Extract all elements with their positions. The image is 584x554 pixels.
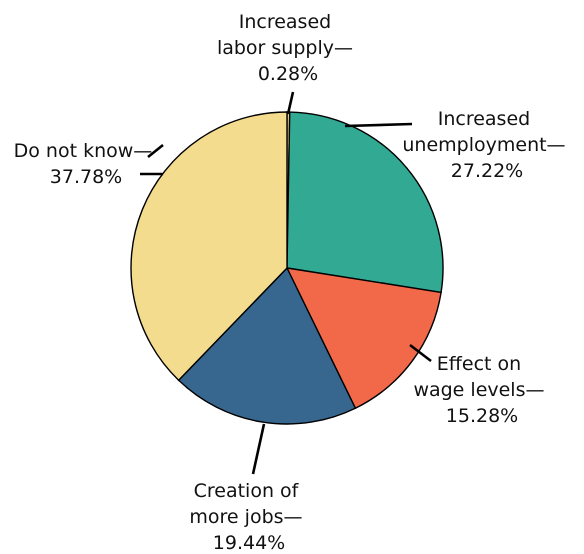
- pie-slice-increased-unemployment: [286, 111, 444, 294]
- label-effect-on-wage-levels-line1: Effect on: [437, 353, 521, 375]
- label-increased-unemployment: Increased unemployment— 27.22%: [402, 108, 571, 182]
- pie-slice-do-not-know: [130, 111, 288, 382]
- label-do-not-know-value: 37.78%: [50, 166, 122, 188]
- label-effect-on-wage-levels-line2: wage levels—: [413, 379, 544, 401]
- label-creation-of-more-jobs-line1: Creation of: [194, 480, 300, 502]
- label-increased-labor-supply-line2: labor supply—: [217, 37, 353, 59]
- leader-line-effect-on-wage-levels: [409, 343, 432, 363]
- leader-line-increased-unemployment: [344, 122, 413, 128]
- label-increased-unemployment-line2: unemployment—: [402, 134, 565, 156]
- leader-line-increased-labor-supply: [286, 91, 295, 115]
- label-creation-of-more-jobs-line2: more jobs—: [189, 506, 302, 528]
- leader-line-do-not-know: [147, 143, 164, 159]
- label-increased-labor-supply-value: 0.28%: [258, 63, 318, 85]
- pie-slices: [130, 111, 444, 425]
- label-do-not-know-line1: Do not know—: [14, 140, 153, 162]
- label-effect-on-wage-levels-value: 15.28%: [446, 405, 518, 427]
- label-do-not-know: Do not know— 37.78%: [14, 140, 159, 188]
- label-creation-of-more-jobs-value: 19.44%: [213, 532, 285, 554]
- label-creation-of-more-jobs: Creation of more jobs— 19.44%: [189, 480, 308, 554]
- slice-labels: Increased labor supply— 0.28% Increased …: [14, 11, 571, 554]
- pie-slice-creation-of-more-jobs: [177, 266, 357, 425]
- label-increased-unemployment-line1: Increased: [438, 108, 530, 130]
- label-increased-labor-supply-line1: Increased: [239, 11, 331, 33]
- leader-line-creation-of-more-jobs: [251, 423, 266, 475]
- label-effect-on-wage-levels: Effect on wage levels— 15.28%: [413, 353, 550, 427]
- leader-lines: [140, 91, 432, 475]
- label-increased-labor-supply: Increased labor supply— 0.28%: [217, 11, 359, 85]
- label-increased-unemployment-value: 27.22%: [451, 160, 523, 182]
- pie-slice-effect-on-wage-levels: [285, 267, 442, 410]
